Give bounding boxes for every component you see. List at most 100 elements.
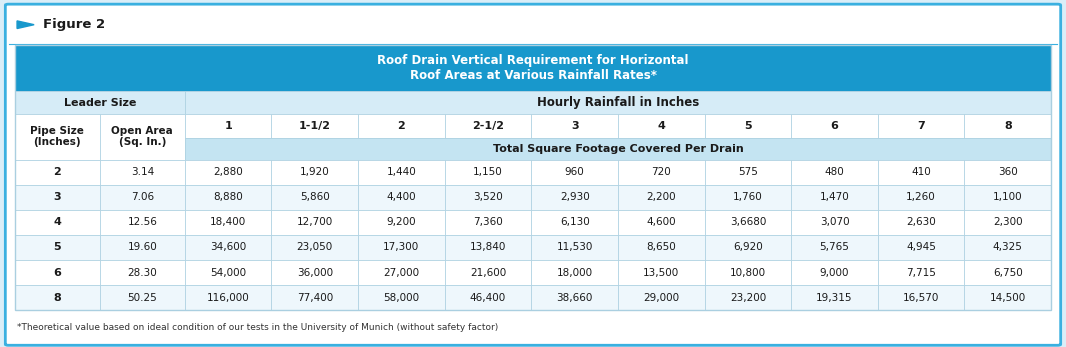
Bar (445, 285, 531, 310)
Bar (531, 160, 618, 185)
Bar (15, 260, 100, 285)
Bar (791, 160, 877, 185)
Text: 9,200: 9,200 (387, 217, 416, 227)
Bar (877, 185, 965, 210)
Text: 19,315: 19,315 (817, 293, 853, 303)
Bar (15, 114, 100, 160)
Bar (705, 260, 791, 285)
Bar (445, 160, 531, 185)
Bar (705, 285, 791, 310)
Bar (184, 160, 272, 185)
Text: 2,930: 2,930 (560, 192, 589, 202)
Bar (531, 285, 618, 310)
Text: 575: 575 (738, 167, 758, 177)
Text: 5,860: 5,860 (300, 192, 329, 202)
Bar (184, 260, 272, 285)
Bar (100, 285, 184, 310)
Text: 2: 2 (53, 167, 61, 177)
Text: 3,070: 3,070 (820, 217, 850, 227)
Bar (618, 285, 705, 310)
Bar (531, 210, 618, 235)
Bar (15, 45, 1051, 91)
Bar (705, 160, 791, 185)
Text: 4,945: 4,945 (906, 243, 936, 253)
Bar (791, 185, 877, 210)
Bar (791, 114, 877, 138)
Text: 36,000: 36,000 (296, 268, 333, 278)
Text: 8,880: 8,880 (213, 192, 243, 202)
Bar (358, 210, 445, 235)
Text: 7.06: 7.06 (131, 192, 154, 202)
Text: 1: 1 (224, 121, 232, 131)
Text: 2,880: 2,880 (213, 167, 243, 177)
Bar (100, 260, 184, 285)
Bar (791, 235, 877, 260)
Bar (445, 235, 531, 260)
Text: 23,200: 23,200 (730, 293, 766, 303)
Bar (791, 210, 877, 235)
Text: 28.30: 28.30 (128, 268, 158, 278)
Text: 54,000: 54,000 (210, 268, 246, 278)
Bar (358, 114, 445, 138)
Bar (184, 210, 272, 235)
Bar (100, 235, 184, 260)
Text: 5: 5 (53, 243, 61, 253)
Text: 4: 4 (53, 217, 62, 227)
Text: 480: 480 (825, 167, 844, 177)
Text: 6,750: 6,750 (992, 268, 1022, 278)
Bar (358, 160, 445, 185)
Bar (358, 285, 445, 310)
Bar (15, 185, 100, 210)
Text: 3.14: 3.14 (131, 167, 154, 177)
Text: 6,130: 6,130 (560, 217, 589, 227)
Text: 19.60: 19.60 (128, 243, 158, 253)
Bar (272, 185, 358, 210)
Bar (877, 210, 965, 235)
Text: 8: 8 (1004, 121, 1012, 131)
Text: 13,840: 13,840 (470, 243, 506, 253)
Text: 2,200: 2,200 (646, 192, 676, 202)
Bar (272, 285, 358, 310)
Polygon shape (17, 21, 34, 28)
Text: 46,400: 46,400 (470, 293, 506, 303)
Text: 6: 6 (53, 268, 62, 278)
Text: 8: 8 (53, 293, 61, 303)
Text: 2: 2 (398, 121, 405, 131)
Text: 18,000: 18,000 (556, 268, 593, 278)
Text: 14,500: 14,500 (989, 293, 1025, 303)
Text: 3: 3 (53, 192, 61, 202)
Text: 6: 6 (830, 121, 839, 131)
Bar (445, 114, 531, 138)
Bar (965, 114, 1051, 138)
Text: 9,000: 9,000 (820, 268, 850, 278)
Bar (705, 185, 791, 210)
Bar (445, 185, 531, 210)
Text: 10,800: 10,800 (730, 268, 766, 278)
Bar (791, 260, 877, 285)
Text: 4: 4 (658, 121, 665, 131)
Text: *Theoretical value based on ideal condition of our tests in the University of Mu: *Theoretical value based on ideal condit… (17, 323, 498, 332)
Text: 410: 410 (911, 167, 931, 177)
Text: Pipe Size
(Inches): Pipe Size (Inches) (31, 126, 84, 147)
Bar (272, 235, 358, 260)
Text: 58,000: 58,000 (384, 293, 420, 303)
Text: Hourly Rainfall in Inches: Hourly Rainfall in Inches (537, 96, 699, 109)
Text: 1,260: 1,260 (906, 192, 936, 202)
Text: 1,440: 1,440 (387, 167, 417, 177)
Bar (358, 235, 445, 260)
Text: 720: 720 (651, 167, 672, 177)
Text: 4,325: 4,325 (992, 243, 1022, 253)
Bar (184, 285, 272, 310)
Text: 11,530: 11,530 (556, 243, 593, 253)
Bar (100, 210, 184, 235)
Text: 77,400: 77,400 (296, 293, 333, 303)
Bar (705, 235, 791, 260)
Text: 1,760: 1,760 (733, 192, 763, 202)
Bar (618, 235, 705, 260)
Bar (877, 235, 965, 260)
Text: Open Area
(Sq. In.): Open Area (Sq. In.) (112, 126, 174, 147)
Bar (965, 210, 1051, 235)
Text: 5: 5 (744, 121, 752, 131)
Bar (272, 210, 358, 235)
Text: 2,300: 2,300 (992, 217, 1022, 227)
